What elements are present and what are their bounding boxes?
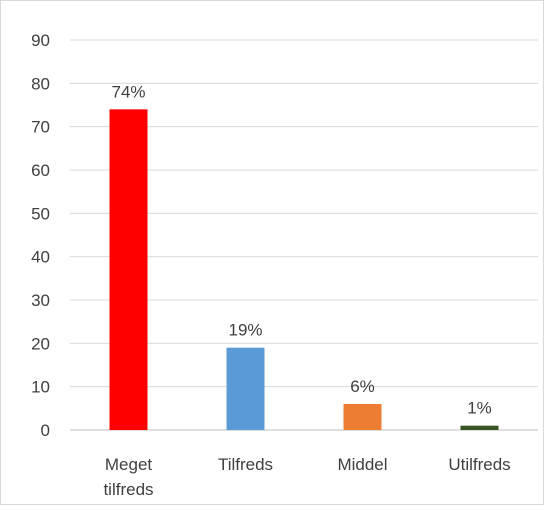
y-tick-label: 30 (31, 291, 50, 310)
bar-3 (460, 425, 499, 430)
x-tick-label: Middel (337, 455, 387, 474)
bar-1 (226, 347, 265, 430)
bar-2 (343, 404, 382, 430)
y-tick-label: 20 (31, 334, 50, 353)
y-tick-label: 60 (31, 161, 50, 180)
data-label: 6% (350, 377, 375, 396)
data-label: 74% (111, 82, 145, 101)
gridlines (70, 39, 538, 431)
data-labels: 74% 19% 6% 1% (111, 82, 491, 417)
y-tick-label: 90 (31, 31, 50, 50)
y-tick-label: 70 (31, 118, 50, 137)
x-tick-label: Tilfreds (218, 455, 273, 474)
y-tick-label: 80 (31, 74, 50, 93)
x-axis: Meget tilfreds Tilfreds Middel Utilfreds (103, 455, 510, 499)
x-tick-label: Meget tilfreds (103, 455, 153, 499)
data-label: 19% (228, 321, 262, 340)
chart-frame (0, 0, 544, 505)
y-tick-label: 10 (31, 378, 50, 397)
y-tick-label: 40 (31, 248, 50, 267)
bar-0 (109, 109, 148, 430)
y-tick-label: 0 (41, 421, 50, 440)
x-tick-label: Utilfreds (448, 455, 510, 474)
y-axis: 0 10 20 30 40 50 60 70 80 90 (31, 31, 50, 440)
bars (109, 109, 499, 430)
data-label: 1% (467, 399, 492, 418)
y-tick-label: 50 (31, 204, 50, 223)
